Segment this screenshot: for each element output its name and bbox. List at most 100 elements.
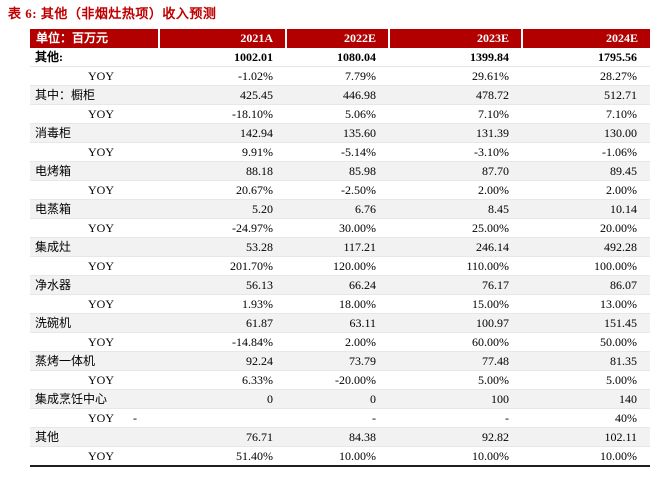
column-header-2021A: 2021A	[158, 29, 286, 48]
table-row: YOY 201.70% 120.00% 110.00% 100.00%	[30, 256, 650, 276]
cell-value: 92.24	[246, 354, 273, 368]
row-label: 集成烹饪中心	[35, 392, 108, 406]
cell-value: 6.76	[355, 202, 376, 216]
table-row: 其他 76.71 84.38 92.82 102.11	[30, 427, 650, 447]
table-row: 电蒸箱 5.20 6.76 8.45 10.14	[30, 199, 650, 219]
table-row: 蒸烤一体机 92.24 73.79 77.48 81.35	[30, 351, 650, 371]
table-row: 净水器 56.13 66.24 76.17 86.07	[30, 275, 650, 295]
table-row: YOY - - -40%	[30, 408, 650, 428]
cell-value: 13.00%	[600, 297, 637, 311]
cell-value: 100.00%	[594, 259, 637, 273]
cell-value: 131.39	[476, 126, 509, 140]
cell-value: 61.87	[246, 316, 273, 330]
row-label: YOY	[88, 259, 114, 273]
cell-value: 7.10%	[478, 107, 509, 121]
table-row: 其他: 1002.01 1080.04 1399.84 1795.56	[30, 48, 650, 67]
table-row: YOY 9.91% -5.14% -3.10% -1.06%	[30, 142, 650, 162]
row-label: 洗碗机	[35, 316, 72, 330]
cell-value: 63.11	[349, 316, 376, 330]
cell-value	[159, 409, 286, 428]
row-label: YOY	[88, 145, 114, 159]
row-label: YOY	[88, 373, 114, 387]
cell-value: 18.00%	[339, 297, 376, 311]
table-row: YOY 51.40% 10.00% 10.00% 10.00%	[30, 446, 650, 466]
cell-value: 56.13	[246, 278, 273, 292]
row-label: 电蒸箱	[35, 202, 72, 216]
cell-value: 77.48	[482, 354, 509, 368]
header-row: 单位：百万元 2021A 2022E 2023E 2024E	[30, 29, 650, 48]
cell-value: -5.14%	[341, 145, 376, 159]
cell-value: -18.10%	[232, 107, 273, 121]
cell-value: 81.35	[610, 354, 637, 368]
row-label: 其他:	[35, 50, 63, 64]
row-label: YOY	[88, 221, 114, 235]
cell-value: 20.00%	[600, 221, 637, 235]
cell-value: 76.71	[246, 430, 273, 444]
cell-value: 2.00%	[606, 183, 637, 197]
cell-value: 92.82	[482, 430, 509, 444]
cell-value: 85.98	[349, 164, 376, 178]
cell-value: 102.11	[604, 430, 637, 444]
cell-value: 88.18	[246, 164, 273, 178]
table-row: 消毒柜 142.94 135.60 131.39 130.00	[30, 123, 650, 143]
cell-value: 140	[619, 392, 637, 406]
table-row: 洗碗机 61.87 63.11 100.97 151.45	[30, 313, 650, 333]
cell-value: 135.60	[343, 126, 376, 140]
cell-value: 25.00%	[472, 221, 509, 235]
cell-value: -1.06%	[602, 145, 637, 159]
cell-value: 10.00%	[600, 449, 637, 463]
table-row: YOY -1.02% 7.79% 29.61% 28.27%	[30, 66, 650, 86]
cell-value: 10.00%	[472, 449, 509, 463]
cell-value: 15.00%	[472, 297, 509, 311]
cell-value: 478.72	[476, 88, 509, 102]
cell-value: 100	[491, 392, 509, 406]
cell-value: 51.40%	[236, 449, 273, 463]
row-label: 净水器	[35, 278, 72, 292]
table-row: YOY 20.67% -2.50% 2.00% 2.00%	[30, 180, 650, 200]
row-label: 集成灶	[35, 240, 72, 254]
cell-value: 7.10%	[606, 107, 637, 121]
row-label: YOY	[88, 107, 114, 121]
cell-value: -3.10%	[474, 145, 509, 159]
cell-value: 5.00%	[478, 373, 509, 387]
row-label: YOY	[88, 69, 114, 83]
cell-value: 2.00%	[478, 183, 509, 197]
table-row: 集成烹饪中心 0 0 100 140	[30, 389, 650, 409]
cell-value: 110.00%	[466, 259, 509, 273]
table-row: YOY -14.84% 2.00% 60.00% 50.00%	[30, 332, 650, 352]
cell-value: 8.45	[488, 202, 509, 216]
cell-value: 1399.84	[470, 50, 509, 64]
cell-value: 142.94	[240, 126, 273, 140]
cell-value: 9.91%	[242, 145, 273, 159]
cell-value: 10.14	[610, 202, 637, 216]
cell-value: -	[505, 411, 509, 425]
cell-value: 84.38	[349, 430, 376, 444]
cell-value: 30.00%	[339, 221, 376, 235]
cell-value: 425.45	[240, 88, 273, 102]
dash-placeholder: -	[133, 411, 137, 425]
table-row: YOY -18.10% 5.06% 7.10% 7.10%	[30, 104, 650, 124]
table-row: YOY -24.97% 30.00% 25.00% 20.00%	[30, 218, 650, 238]
cell-value: 89.45	[610, 164, 637, 178]
cell-value: 53.28	[246, 240, 273, 254]
cell-value: 201.70%	[230, 259, 273, 273]
cell-value: 28.27%	[600, 69, 637, 83]
revenue-forecast-table: 单位：百万元 2021A 2022E 2023E 2024E 其他: 1002.01 10…	[30, 29, 650, 467]
cell-value: 7.79%	[345, 69, 376, 83]
column-header-2022E: 2022E	[285, 29, 389, 48]
cell-value: 1795.56	[598, 50, 637, 64]
cell-value: 87.70	[482, 164, 509, 178]
cell-value: 100.97	[476, 316, 509, 330]
cell-value: 1002.01	[234, 50, 273, 64]
cell-value: 0	[267, 392, 273, 406]
cell-value: 76.17	[482, 278, 509, 292]
row-label: 其中：橱柜	[35, 88, 96, 102]
cell-value: -24.97%	[232, 221, 273, 235]
row-label: 消毒柜	[35, 126, 72, 140]
row-label: YOY	[88, 335, 114, 349]
table-row: 其中：橱柜 425.45 446.98 478.72 512.71	[30, 85, 650, 105]
row-label: 蒸烤一体机	[35, 354, 96, 368]
column-header-2023E: 2023E	[388, 29, 522, 48]
table-title: 表 6: 其他（非烟灶热项）收入预测	[8, 6, 217, 21]
